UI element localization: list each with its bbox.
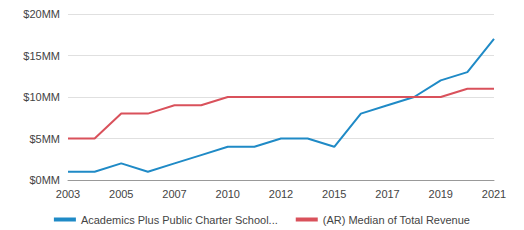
svg-text:2003: 2003 xyxy=(56,188,80,200)
svg-text:2007: 2007 xyxy=(162,188,186,200)
svg-text:2021: 2021 xyxy=(482,188,506,200)
svg-text:2017: 2017 xyxy=(375,188,399,200)
svg-text:$10MM: $10MM xyxy=(23,91,60,103)
svg-text:2019: 2019 xyxy=(429,188,453,200)
svg-text:Academics Plus Public Charter: Academics Plus Public Charter School... xyxy=(81,214,278,226)
svg-text:2010: 2010 xyxy=(216,188,240,200)
svg-text:$20MM: $20MM xyxy=(23,8,60,20)
svg-text:$15MM: $15MM xyxy=(23,50,60,62)
svg-text:2012: 2012 xyxy=(269,188,293,200)
svg-text:(AR) Median of Total Revenue: (AR) Median of Total Revenue xyxy=(323,214,470,226)
svg-text:$5MM: $5MM xyxy=(29,133,60,145)
svg-text:2005: 2005 xyxy=(109,188,133,200)
svg-text:2015: 2015 xyxy=(322,188,346,200)
svg-text:$0MM: $0MM xyxy=(29,174,60,186)
